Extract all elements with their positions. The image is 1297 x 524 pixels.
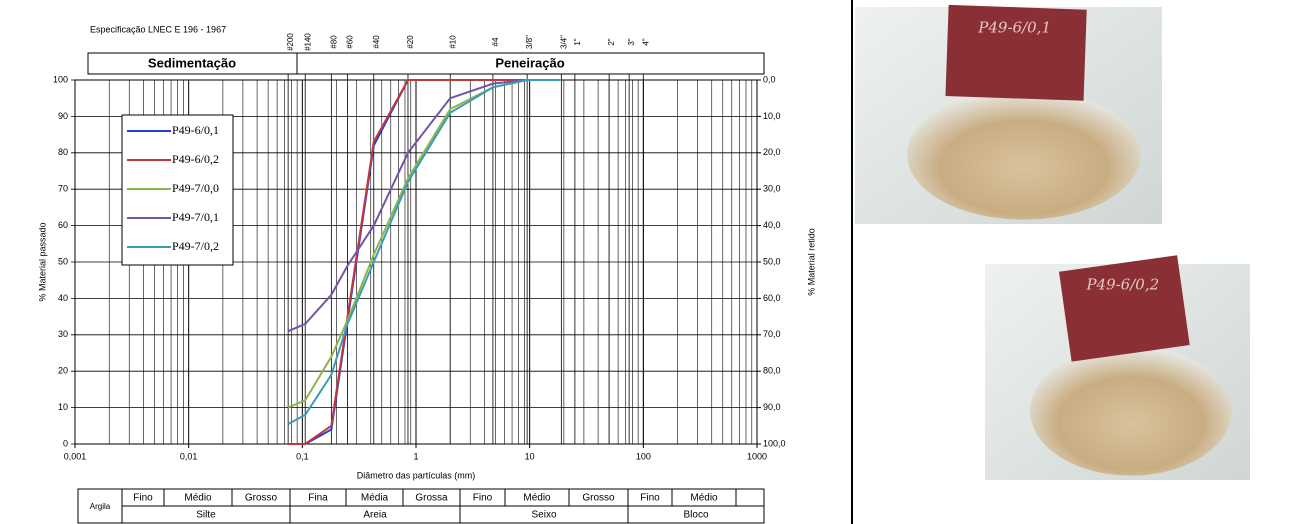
series-line: [288, 80, 561, 331]
class-sub: Grosso: [245, 493, 278, 504]
x-tick-label: 1000: [747, 451, 767, 461]
y2-tick-label: 80,0: [763, 366, 781, 376]
class-sub: Fino: [640, 493, 660, 504]
y-tick-label: 70: [58, 184, 68, 194]
sieve-label: #4: [491, 37, 500, 46]
x-tick-label: 100: [636, 451, 651, 461]
x-tick-label: 10: [525, 451, 535, 461]
class-sub: Fino: [473, 493, 493, 504]
y2-tick-label: 40,0: [763, 220, 781, 230]
sieve-label: 4": [641, 38, 650, 45]
y2-tick-label: 100,0: [763, 438, 786, 448]
sieve-label: #140: [303, 33, 312, 51]
y2-tick-label: 60,0: [763, 293, 781, 303]
sieve-label: 1": [573, 38, 582, 45]
class-group: Bloco: [683, 510, 708, 521]
class-sub: Média: [361, 493, 389, 504]
y-tick-label: 40: [58, 293, 68, 303]
photos: P49-6/0,1 P49-6/0,2: [855, 5, 1250, 480]
sieve-label: 3": [627, 38, 636, 45]
class-sub-cell: [736, 489, 764, 506]
photo-tag: [1059, 255, 1190, 361]
x-tick-label: 1: [413, 451, 418, 461]
photo-sand: [1030, 346, 1231, 476]
sieve-label: 3/8": [525, 35, 534, 49]
y2-tick-label: 70,0: [763, 329, 781, 339]
x-tick-label: 0,1: [296, 451, 309, 461]
y2-tick-label: 10,0: [763, 111, 781, 121]
y2-tick-label: 30,0: [763, 184, 781, 194]
y2-tick-label: 50,0: [763, 256, 781, 266]
sieve-label: #80: [329, 35, 338, 49]
class-group: Seixo: [531, 510, 556, 521]
class-clay: Argila: [90, 502, 111, 511]
sieve-label: 3/4": [559, 35, 568, 49]
y-tick-label: 0: [63, 438, 68, 448]
photo-label: P49-6/0,1: [977, 19, 1051, 37]
y-tick-label: 50: [58, 256, 68, 266]
class-sub: Grossa: [415, 493, 448, 504]
section-left: Sedimentação: [148, 55, 236, 70]
class-sub: Médio: [690, 493, 718, 504]
x-axis-title: Diâmetro das partículas (mm): [357, 470, 476, 480]
x-tick-label: 0,001: [64, 451, 87, 461]
section-right: Peneiração: [495, 55, 564, 70]
y-tick-label: 100: [53, 74, 68, 84]
y-tick-label: 80: [58, 147, 68, 157]
x-tick-label: 0,01: [180, 451, 198, 461]
y2-axis-title: % Material retido: [806, 228, 816, 296]
y-axis-title: % Material passado: [37, 222, 47, 301]
legend-label: P49-7/0,1: [172, 210, 219, 224]
class-sub: Médio: [184, 493, 212, 504]
sieve-label: #60: [346, 35, 355, 49]
y2-tick-label: 90,0: [763, 402, 781, 412]
class-sub: Médio: [523, 493, 551, 504]
y-tick-label: 90: [58, 111, 68, 121]
sieve-label: 2": [607, 38, 616, 45]
y-tick-label: 10: [58, 402, 68, 412]
sieve-label: #200: [286, 33, 295, 51]
spec-title: Especificação LNEC E 196 - 1967: [90, 24, 226, 34]
class-sub: Fino: [133, 493, 153, 504]
plot: #200 #140 #80 #60 #40 #20 #10 #4 3/8" 3/4" 1" 2" 3" 4…: [53, 33, 786, 523]
class-group: Areia: [363, 510, 387, 521]
y2-tick-label: 20,0: [763, 147, 781, 157]
page: Especificação LNEC E 196 - 1967 Sediment…: [0, 0, 1297, 524]
y-tick-label: 60: [58, 220, 68, 230]
legend-label: P49-7/0,2: [172, 239, 219, 253]
sieve-label: #20: [406, 35, 415, 49]
legend-label: P49-6/0,1: [172, 123, 219, 137]
legend-label: P49-7/0,0: [172, 181, 219, 195]
y-tick-label: 30: [58, 329, 68, 339]
photo-label: P49-6/0,2: [1085, 276, 1159, 294]
legend-label: P49-6/0,2: [172, 152, 219, 166]
series-line: [288, 80, 561, 408]
sieve-label: #10: [448, 35, 457, 49]
class-group: Silte: [196, 510, 216, 521]
sieve-label: #40: [372, 35, 381, 49]
photo-sand: [907, 89, 1140, 219]
class-sub: Grosso: [582, 493, 615, 504]
y-tick-label: 20: [58, 366, 68, 376]
class-sub: Fina: [308, 493, 328, 504]
y2-tick-label: 0,0: [763, 74, 776, 84]
